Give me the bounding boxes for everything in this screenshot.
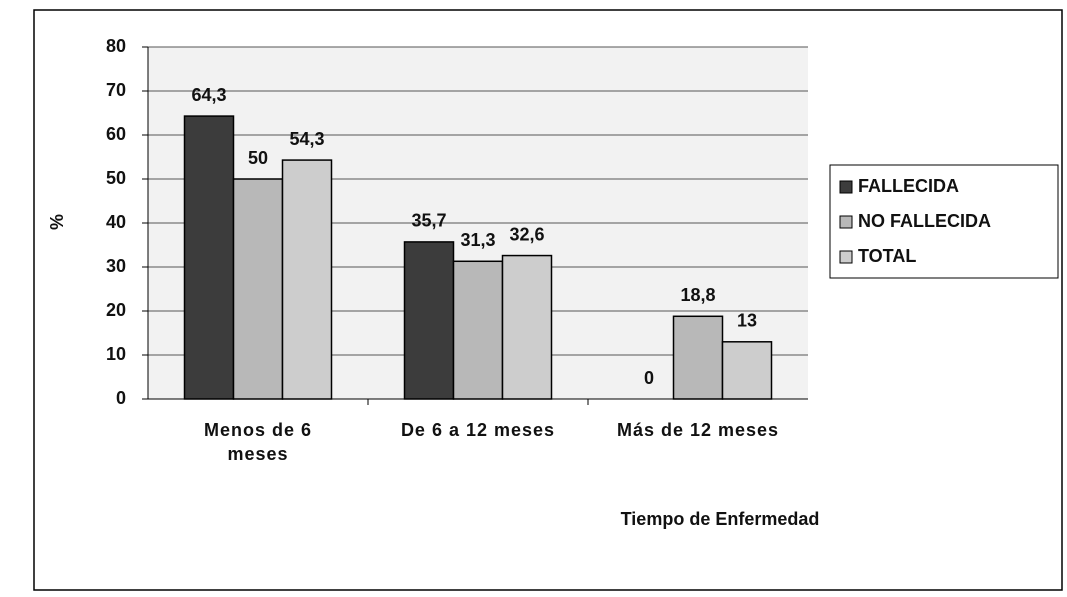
y-tick-label: 0	[116, 388, 126, 408]
data-label: 32,6	[509, 224, 544, 244]
legend-label: FALLECIDA	[858, 176, 959, 196]
data-label: 31,3	[460, 230, 495, 250]
bar	[232, 178, 284, 400]
legend-box	[829, 164, 1059, 279]
bar	[672, 315, 724, 400]
bar	[501, 254, 553, 400]
data-label: 50	[248, 148, 268, 168]
bar	[281, 159, 333, 400]
legend-swatch	[839, 250, 853, 264]
y-tick-label: 80	[106, 36, 126, 56]
bar	[183, 115, 235, 400]
y-tick-label: 30	[106, 256, 126, 276]
data-label: 13	[737, 311, 757, 331]
x-axis-label: Tiempo de Enfermedad	[621, 509, 820, 529]
x-tick-label: Más de 12 meses	[616, 420, 780, 440]
data-label: 18,8	[680, 285, 715, 305]
data-label: 35,7	[411, 211, 446, 231]
legend-label: NO FALLECIDA	[858, 211, 991, 231]
legend-swatch	[839, 180, 853, 194]
legend-label: TOTAL	[858, 246, 916, 266]
y-tick-label: 60	[106, 124, 126, 144]
legend-swatch	[839, 215, 853, 229]
y-tick-label: 70	[106, 80, 126, 100]
y-axis-label: %	[47, 214, 67, 230]
bar	[721, 341, 773, 400]
x-tick-label: Menos de 6 meses	[203, 420, 313, 464]
y-tick-label: 40	[106, 212, 126, 232]
y-tick-label: 20	[106, 300, 126, 320]
data-label: 0	[644, 368, 654, 388]
data-label: 54,3	[289, 129, 324, 149]
bar	[452, 260, 504, 400]
y-tick-label: 50	[106, 168, 126, 188]
data-label: 64,3	[191, 85, 226, 105]
y-tick-label: 10	[106, 344, 126, 364]
x-tick-label: De 6 a 12 meses	[400, 420, 556, 440]
bar	[403, 241, 455, 400]
